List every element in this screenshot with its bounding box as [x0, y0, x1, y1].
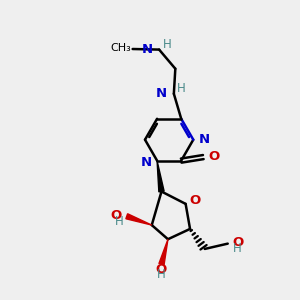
Text: N: N — [156, 87, 167, 100]
Text: O: O — [190, 194, 201, 207]
Text: H: H — [232, 242, 241, 255]
Text: N: N — [199, 133, 210, 146]
Text: N: N — [142, 43, 153, 56]
Text: H: H — [163, 38, 171, 51]
Text: H: H — [157, 268, 165, 281]
Text: O: O — [155, 263, 167, 276]
Text: H: H — [177, 82, 185, 95]
Text: O: O — [232, 236, 244, 249]
Polygon shape — [126, 214, 152, 225]
Text: O: O — [111, 208, 122, 222]
Text: CH₃: CH₃ — [110, 43, 131, 53]
Polygon shape — [159, 239, 168, 265]
Polygon shape — [157, 160, 164, 192]
Text: H: H — [115, 215, 124, 228]
Text: N: N — [141, 156, 152, 169]
Text: O: O — [208, 150, 220, 163]
